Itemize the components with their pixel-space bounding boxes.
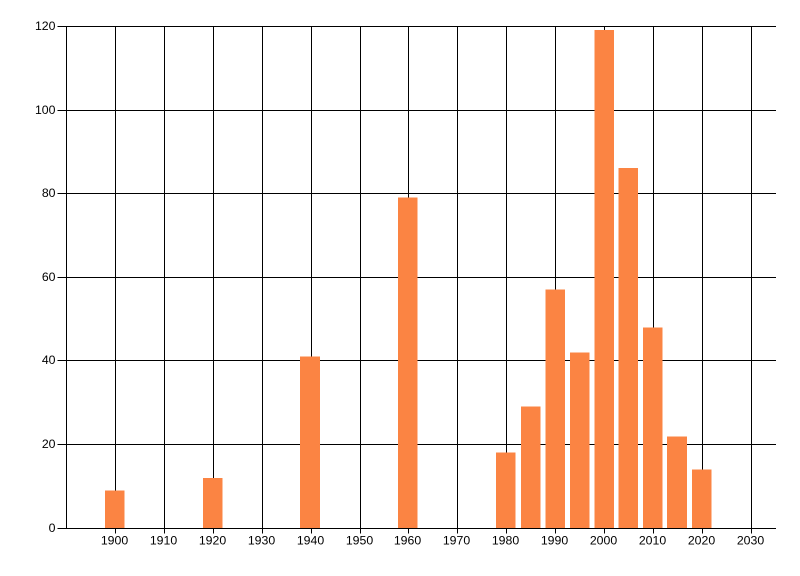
svg-text:60: 60 <box>42 270 56 284</box>
svg-text:2010: 2010 <box>639 534 667 548</box>
svg-text:1970: 1970 <box>443 534 471 548</box>
svg-text:80: 80 <box>42 186 56 200</box>
svg-text:1910: 1910 <box>150 534 178 548</box>
svg-text:1920: 1920 <box>199 534 227 548</box>
svg-text:2030: 2030 <box>737 534 765 548</box>
svg-text:1940: 1940 <box>297 534 325 548</box>
svg-text:20: 20 <box>42 437 56 451</box>
svg-text:100: 100 <box>35 103 56 117</box>
svg-text:1900: 1900 <box>101 534 129 548</box>
svg-text:1960: 1960 <box>394 534 422 548</box>
svg-text:2020: 2020 <box>688 534 716 548</box>
svg-text:1950: 1950 <box>346 534 374 548</box>
svg-text:120: 120 <box>35 19 56 33</box>
svg-text:1930: 1930 <box>248 534 276 548</box>
svg-text:0: 0 <box>49 521 56 535</box>
svg-text:2000: 2000 <box>590 534 618 548</box>
svg-text:40: 40 <box>42 353 56 367</box>
svg-text:1980: 1980 <box>492 534 520 548</box>
svg-text:1990: 1990 <box>541 534 569 548</box>
